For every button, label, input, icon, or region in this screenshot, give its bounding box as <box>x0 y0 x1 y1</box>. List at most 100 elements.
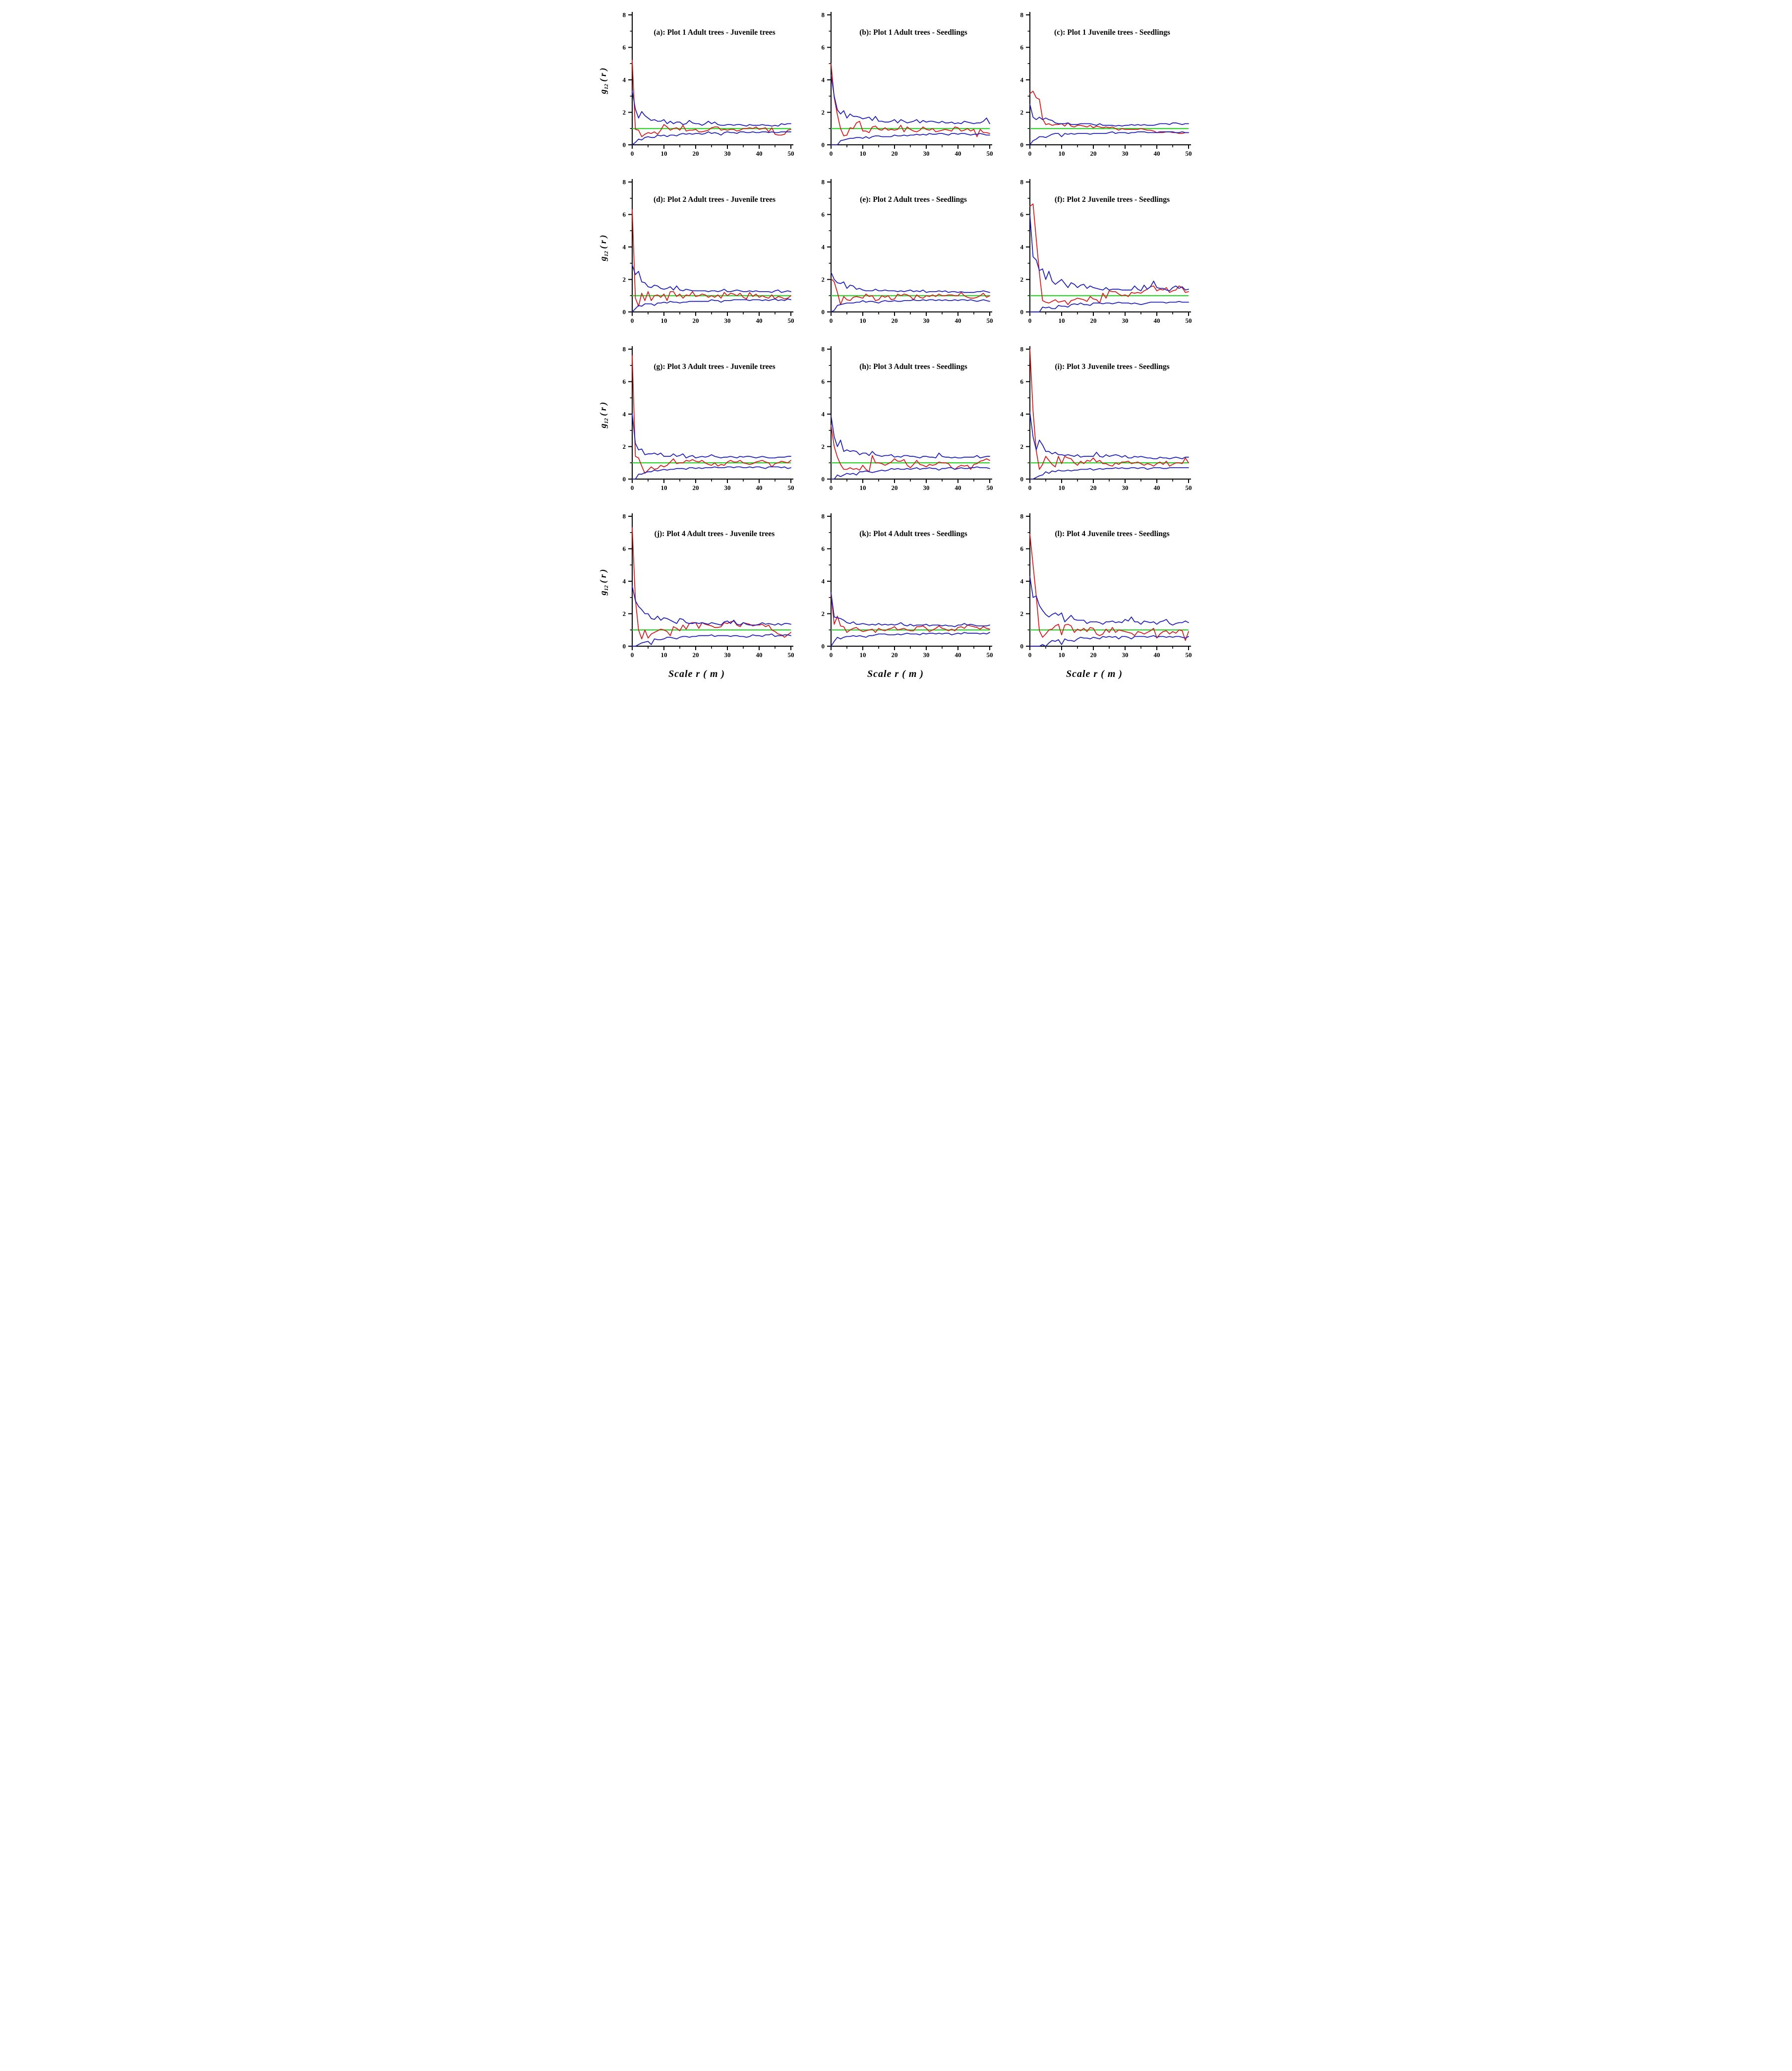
x-tick-label: 0 <box>1028 484 1031 491</box>
x-tick-label: 0 <box>630 651 634 659</box>
y-tick-label: 2 <box>1020 276 1023 283</box>
panel-title: (g): Plot 3 Adult trees - Juvenile trees <box>654 363 775 371</box>
y-tick-label: 0 <box>1020 476 1023 483</box>
x-tick-label: 10 <box>859 651 866 659</box>
x-tick-label: 50 <box>1185 484 1192 491</box>
figure-page: 0 2 4 6 8 0 10 20 30 40 50 (a): Plot 1 Adult trees … <box>597 0 1195 690</box>
series-blue <box>830 74 990 124</box>
panel-title: (j): Plot 4 Adult trees - Juvenile trees <box>654 530 775 538</box>
y-tick-label: 2 <box>622 610 626 617</box>
x-tick-label: 40 <box>756 317 762 324</box>
x-tick-label: 20 <box>692 651 699 659</box>
x-axis-label-col1: Scale r ( m ) <box>668 669 725 679</box>
panel-a: 0 2 4 6 8 0 10 20 30 40 50 (a): Plot 1 Adult trees … <box>597 0 796 167</box>
x-tick-label: 30 <box>724 317 730 324</box>
chart-b: 0 2 4 6 8 0 10 20 30 40 50 (b): Plot 1 Adult trees … <box>821 11 993 158</box>
x-tick-label: 0 <box>630 317 634 324</box>
x-tick-label: 40 <box>756 150 762 157</box>
y-tick-label: 8 <box>821 346 825 353</box>
series-red <box>1029 90 1189 134</box>
y-tick-label: 2 <box>622 109 626 116</box>
y-tick-label: 6 <box>821 545 825 552</box>
x-tick-label: 40 <box>955 484 961 491</box>
series-blue <box>631 414 791 459</box>
chart-c: 0 2 4 6 8 0 10 20 30 40 50 (c): Plot 1 Juvenile tre… <box>1020 11 1192 158</box>
series-blue <box>1029 214 1189 292</box>
x-tick-label: 20 <box>891 150 897 157</box>
x-tick-label: 0 <box>829 150 833 157</box>
y-tick-label: 8 <box>1020 179 1023 186</box>
x-tick-label: 10 <box>1058 484 1065 491</box>
x-tick-label: 50 <box>986 651 993 659</box>
y-tick-label: 2 <box>821 443 825 450</box>
y-tick-label: 0 <box>821 308 825 316</box>
panel-d: 0 2 4 6 8 0 10 20 30 40 50 (d): Plot 2 Adult trees … <box>597 167 796 334</box>
chart-g: 0 2 4 6 8 0 10 20 30 40 50 (g): Plot 3 Adult trees … <box>598 346 794 492</box>
panel-title: (h): Plot 3 Adult trees - Seedlings <box>859 363 967 371</box>
x-tick-label: 50 <box>1185 150 1192 157</box>
x-tick-label: 10 <box>1058 317 1065 324</box>
x-tick-label: 40 <box>955 150 961 157</box>
x-tick-label: 50 <box>787 651 794 659</box>
y-tick-label: 0 <box>1020 643 1023 650</box>
x-tick-label: 10 <box>660 651 667 659</box>
y-tick-label: 6 <box>1020 44 1023 51</box>
y-tick-label: 8 <box>622 11 626 19</box>
series-blue <box>631 264 791 293</box>
chart-a: 0 2 4 6 8 0 10 20 30 40 50 (a): Plot 1 Adult trees … <box>598 11 794 158</box>
y-tick-label: 4 <box>622 76 626 84</box>
y-tick-label: 6 <box>622 545 626 552</box>
panel-title: (d): Plot 2 Adult trees - Juvenile trees <box>653 195 775 204</box>
series-blue <box>830 466 990 480</box>
x-axis-label-col2: Scale r ( m ) <box>867 669 924 679</box>
panel-i: 0 2 4 6 8 0 10 20 30 40 50 (i): Plot 3 Juvenile tre… <box>995 334 1194 501</box>
x-tick-label: 20 <box>891 651 897 659</box>
panel-l: 0 2 4 6 8 0 10 20 30 40 50 (l): Plot 4 Juvenile tre… <box>995 501 1194 669</box>
x-tick-label: 40 <box>1153 651 1160 659</box>
panel-g: 0 2 4 6 8 0 10 20 30 40 50 (g): Plot 3 Adult trees … <box>597 334 796 501</box>
x-tick-label: 20 <box>891 317 897 324</box>
y-axis-label: g12 ( r ) <box>598 68 609 95</box>
y-tick-label: 0 <box>821 141 825 149</box>
series-blue <box>631 90 791 127</box>
x-tick-label: 30 <box>923 150 929 157</box>
y-tick-label: 2 <box>821 276 825 283</box>
y-tick-label: 2 <box>821 109 825 116</box>
chart-j: 0 2 4 6 8 0 10 20 30 40 50 (j): Plot 4 Adult trees … <box>598 513 794 659</box>
chart-d: 0 2 4 6 8 0 10 20 30 40 50 (d): Plot 2 Adult trees … <box>598 179 794 325</box>
series-blue <box>830 415 990 459</box>
x-tick-label: 30 <box>1122 150 1128 157</box>
x-tick-label: 50 <box>986 484 993 491</box>
panel-e: 0 2 4 6 8 0 10 20 30 40 50 (e): Plot 2 Adult trees … <box>796 167 995 334</box>
y-tick-label: 0 <box>622 476 626 483</box>
x-tick-label: 10 <box>859 484 866 491</box>
y-tick-label: 4 <box>1020 76 1023 84</box>
x-tick-label: 20 <box>1090 150 1096 157</box>
panel-b: 0 2 4 6 8 0 10 20 30 40 50 (b): Plot 1 Adult trees … <box>796 0 995 167</box>
series-blue <box>631 131 791 145</box>
panel-title: (f): Plot 2 Juvenile trees - Seedlings <box>1054 195 1169 204</box>
chart-i: 0 2 4 6 8 0 10 20 30 40 50 (i): Plot 3 Juvenile tre… <box>1020 346 1192 492</box>
x-tick-label: 40 <box>756 484 762 491</box>
series-red <box>830 63 990 137</box>
chart-f: 0 2 4 6 8 0 10 20 30 40 50 (f): Plot 2 Juvenile tre… <box>1020 179 1192 325</box>
x-tick-label: 50 <box>1185 317 1192 324</box>
panel-title: (i): Plot 3 Juvenile trees - Seedlings <box>1055 363 1169 371</box>
x-tick-label: 20 <box>692 317 699 324</box>
x-tick-label: 30 <box>923 651 929 659</box>
y-tick-label: 0 <box>622 643 626 650</box>
y-tick-label: 8 <box>622 513 626 520</box>
y-tick-label: 4 <box>622 578 626 585</box>
x-tick-label: 10 <box>660 484 667 491</box>
x-tick-label: 0 <box>630 150 634 157</box>
x-tick-label: 50 <box>787 150 794 157</box>
series-red <box>830 425 990 473</box>
x-tick-label: 20 <box>1090 484 1096 491</box>
series-red <box>1029 203 1189 305</box>
figure-grid: 0 2 4 6 8 0 10 20 30 40 50 (a): Plot 1 Adult trees … <box>597 0 1195 669</box>
series-red <box>1029 349 1189 470</box>
x-tick-label: 10 <box>1058 150 1065 157</box>
series-blue <box>1029 412 1189 460</box>
y-tick-label: 4 <box>622 244 626 251</box>
series-blue <box>1029 131 1189 145</box>
